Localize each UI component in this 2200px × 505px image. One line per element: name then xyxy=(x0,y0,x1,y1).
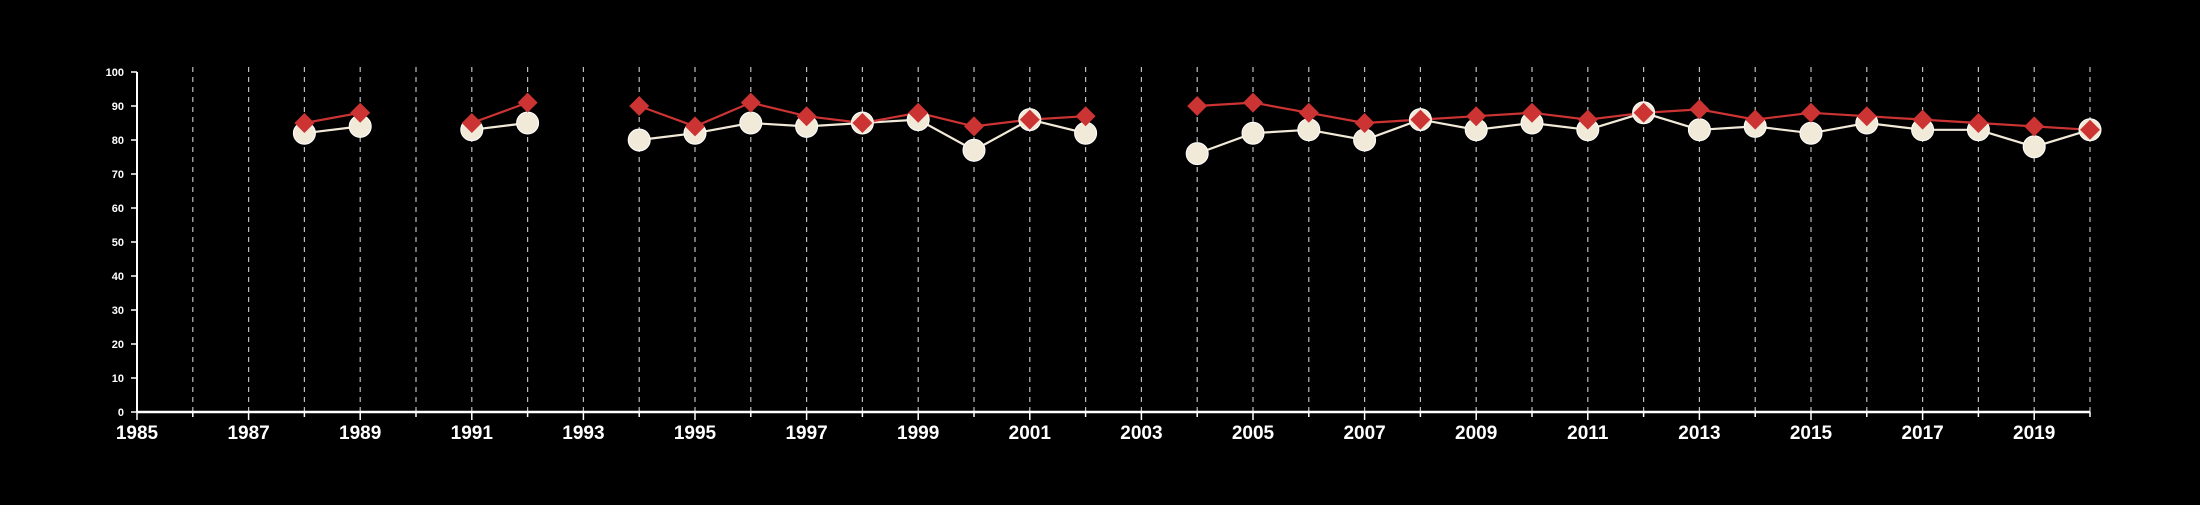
diamond-point xyxy=(685,116,705,137)
circle-point xyxy=(1241,121,1265,145)
diamond-point xyxy=(740,92,761,113)
y-tick-label: 100 xyxy=(106,67,124,79)
y-tick-label: 80 xyxy=(112,135,124,147)
circle-point xyxy=(516,111,540,135)
y-tick-label: 20 xyxy=(112,339,124,351)
circle-point xyxy=(1185,142,1209,166)
diamond-point xyxy=(2080,119,2100,140)
diamond-point xyxy=(1354,113,1375,133)
y-tick-label: 0 xyxy=(118,407,124,419)
x-tick-label: 1987 xyxy=(227,423,269,444)
x-tick-label: 2001 xyxy=(1009,423,1052,444)
y-tick-label: 40 xyxy=(112,271,124,283)
x-tick-label: 2013 xyxy=(1678,423,1720,444)
x-tick-label: 2019 xyxy=(2013,423,2055,444)
circle-point xyxy=(739,111,763,135)
diamond-point xyxy=(629,96,650,116)
diamond-series-line xyxy=(471,101,528,125)
diamond-point xyxy=(1466,106,1487,127)
diamond-point xyxy=(1745,109,1766,130)
diamond-point xyxy=(964,116,984,137)
y-tick-label: 90 xyxy=(112,101,124,113)
diamond-point xyxy=(1075,106,1096,127)
circle-point xyxy=(2022,135,2046,159)
circle-point xyxy=(1687,118,1711,142)
diamond-point xyxy=(1243,92,1263,113)
x-tick-label: 2015 xyxy=(1790,423,1833,444)
y-tick-label: 30 xyxy=(112,305,124,317)
diamond-point xyxy=(1410,109,1431,130)
diamond-point xyxy=(294,113,315,133)
diamond-point xyxy=(1689,99,1710,120)
y-tick-label: 50 xyxy=(112,237,124,249)
y-tick-label: 60 xyxy=(112,203,124,215)
diamond-point xyxy=(1522,102,1542,123)
x-tick-label: 1997 xyxy=(785,423,827,444)
x-tick-label: 2005 xyxy=(1232,423,1275,444)
x-tick-label: 1985 xyxy=(116,423,159,444)
x-tick-label: 1995 xyxy=(674,423,717,444)
x-tick-label: 2007 xyxy=(1343,423,1385,444)
diamond-point xyxy=(461,113,482,133)
x-tick-label: 1991 xyxy=(451,423,494,444)
diamond-point xyxy=(1801,102,1821,123)
x-tick-label: 2011 xyxy=(1567,423,1609,444)
circle-point xyxy=(627,128,651,152)
diamond-point xyxy=(796,106,817,127)
diamond-point xyxy=(1298,102,1319,123)
diamond-point xyxy=(1577,109,1598,130)
diamond-point xyxy=(1856,106,1877,127)
x-tick-label: 2009 xyxy=(1455,423,1497,444)
diamond-point xyxy=(852,113,873,133)
circle-point xyxy=(1799,121,1823,145)
diamond-point xyxy=(517,92,538,113)
diamond-point xyxy=(1633,102,1654,123)
x-tick-label: 1993 xyxy=(562,423,604,444)
diamond-point xyxy=(908,102,929,123)
diamond-point xyxy=(2024,116,2045,137)
diamond-point xyxy=(350,102,371,123)
y-tick-label: 70 xyxy=(112,169,124,181)
diamond-point xyxy=(1019,109,1040,130)
circle-point xyxy=(962,138,986,162)
diamond-point xyxy=(1968,113,1989,133)
x-tick-label: 1989 xyxy=(339,423,381,444)
x-tick-label: 2017 xyxy=(1901,423,1943,444)
diamond-point xyxy=(1187,96,1208,116)
diamond-point xyxy=(1912,109,1933,130)
x-tick-label: 1999 xyxy=(897,423,939,444)
diamond-series-line xyxy=(304,111,361,125)
x-tick-label: 2003 xyxy=(1120,423,1162,444)
y-tick-label: 10 xyxy=(112,373,124,385)
